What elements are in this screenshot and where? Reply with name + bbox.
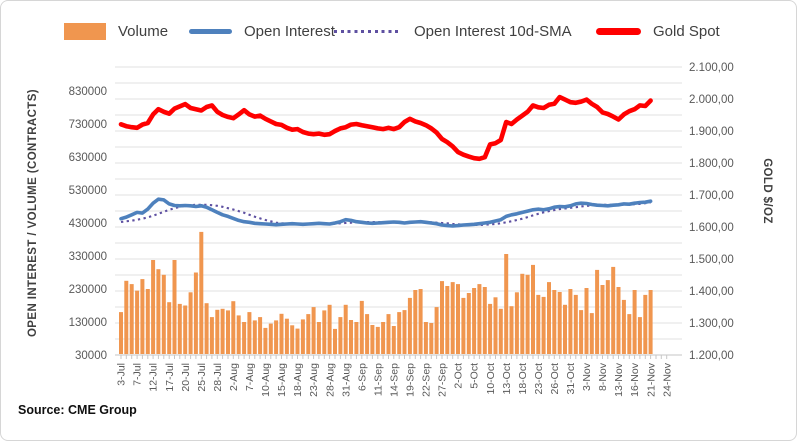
- svg-text:130000: 130000: [69, 317, 107, 329]
- open-interest-swatch-icon: [189, 28, 232, 34]
- svg-text:2.000,00: 2.000,00: [689, 94, 734, 106]
- svg-text:10-Oct: 10-Oct: [485, 363, 497, 395]
- svg-text:25-Jul: 25-Jul: [196, 363, 208, 392]
- right-axis-tick-labels: 2.100,00 2.000,00 1.900,00 1.800,00 1.700,00…: [689, 62, 734, 362]
- legend-label: Volume: [118, 22, 169, 40]
- gold-spot-line: [118, 94, 653, 162]
- svg-text:330000: 330000: [69, 251, 107, 263]
- svg-text:12-Jul: 12-Jul: [148, 363, 160, 392]
- svg-text:5-Oct: 5-Oct: [469, 363, 481, 389]
- svg-text:1.800,00: 1.800,00: [689, 158, 734, 170]
- svg-text:23-Oct: 23-Oct: [533, 363, 545, 395]
- svg-text:2.100,00: 2.100,00: [689, 62, 734, 74]
- svg-text:1.700,00: 1.700,00: [689, 190, 734, 202]
- svg-text:20-Jul: 20-Jul: [180, 363, 192, 392]
- svg-text:13-Nov: 13-Nov: [613, 362, 625, 397]
- svg-text:24-Nov: 24-Nov: [661, 362, 673, 397]
- legend-item-gold-spot[interactable]: Gold Spot: [596, 19, 720, 43]
- svg-text:11-Sep: 11-Sep: [372, 363, 384, 396]
- svg-text:26-Oct: 26-Oct: [549, 363, 561, 395]
- svg-text:23-Aug: 23-Aug: [308, 363, 320, 397]
- svg-text:3-Jul: 3-Jul: [116, 363, 128, 386]
- svg-text:21-Nov: 21-Nov: [645, 362, 657, 397]
- source-note: Source: CME Group: [18, 403, 137, 417]
- legend-item-open-interest[interactable]: Open Interest: [189, 19, 335, 43]
- legend-label: Open Interest: [244, 22, 335, 40]
- svg-text:430000: 430000: [69, 218, 107, 230]
- volume-bars: [119, 231, 653, 355]
- svg-text:1.200,00: 1.200,00: [689, 350, 734, 362]
- svg-text:22-Sep: 22-Sep: [421, 363, 433, 397]
- volume-swatch-icon: [64, 22, 106, 40]
- open-interest-line: [119, 197, 653, 228]
- svg-text:6-Sep: 6-Sep: [356, 363, 368, 391]
- svg-text:31-Aug: 31-Aug: [340, 363, 352, 397]
- svg-text:630000: 630000: [69, 152, 107, 164]
- svg-text:15-Aug: 15-Aug: [276, 363, 288, 397]
- svg-text:830000: 830000: [69, 86, 107, 98]
- svg-text:19-Sep: 19-Sep: [405, 363, 417, 397]
- svg-text:16-Nov: 16-Nov: [629, 362, 641, 397]
- svg-text:530000: 530000: [69, 185, 107, 197]
- svg-text:230000: 230000: [69, 284, 107, 296]
- svg-text:2-Oct: 2-Oct: [453, 363, 465, 389]
- sma-swatch-icon: [334, 29, 402, 33]
- svg-text:1.400,00: 1.400,00: [689, 286, 734, 298]
- legend-label: Gold Spot: [653, 22, 720, 40]
- legend-item-volume[interactable]: Volume: [64, 19, 168, 43]
- svg-text:13-Oct: 13-Oct: [501, 363, 513, 395]
- x-axis-tick-labels: 3-Jul 7-Jul 12-Jul 17-Jul 20-Jul 25-Jul 28-Jul…: [116, 362, 674, 397]
- svg-text:18-Aug: 18-Aug: [292, 363, 304, 397]
- svg-text:1.500,00: 1.500,00: [689, 254, 734, 266]
- svg-text:30000: 30000: [75, 350, 107, 362]
- svg-text:3-Nov: 3-Nov: [581, 362, 593, 391]
- legend-item-open-interest-sma[interactable]: Open Interest 10d-SMA: [334, 19, 572, 43]
- svg-text:2-Aug: 2-Aug: [228, 363, 240, 391]
- svg-text:7-Jul: 7-Jul: [132, 363, 144, 386]
- svg-text:1.600,00: 1.600,00: [689, 222, 734, 234]
- svg-text:1.300,00: 1.300,00: [689, 318, 734, 330]
- left-axis-tick-labels: 830000 730000 630000 530000 430000 330000 2300…: [69, 86, 107, 362]
- x-axis: [115, 354, 682, 359]
- legend-label: Open Interest 10d-SMA: [414, 22, 572, 40]
- svg-text:8-Nov: 8-Nov: [597, 362, 609, 391]
- svg-text:7-Aug: 7-Aug: [244, 363, 256, 391]
- svg-text:28-Jul: 28-Jul: [212, 363, 224, 392]
- svg-text:730000: 730000: [69, 119, 107, 131]
- svg-text:28-Aug: 28-Aug: [324, 363, 336, 397]
- svg-text:14-Sep: 14-Sep: [388, 363, 400, 397]
- gold-spot-swatch-icon: [596, 27, 641, 35]
- svg-text:31-Oct: 31-Oct: [565, 363, 577, 395]
- svg-text:18-Oct: 18-Oct: [517, 363, 529, 395]
- svg-text:17-Jul: 17-Jul: [164, 363, 176, 392]
- svg-text:1.900,00: 1.900,00: [689, 126, 734, 138]
- svg-text:27-Sep: 27-Sep: [437, 363, 449, 397]
- svg-text:10-Aug: 10-Aug: [260, 363, 272, 397]
